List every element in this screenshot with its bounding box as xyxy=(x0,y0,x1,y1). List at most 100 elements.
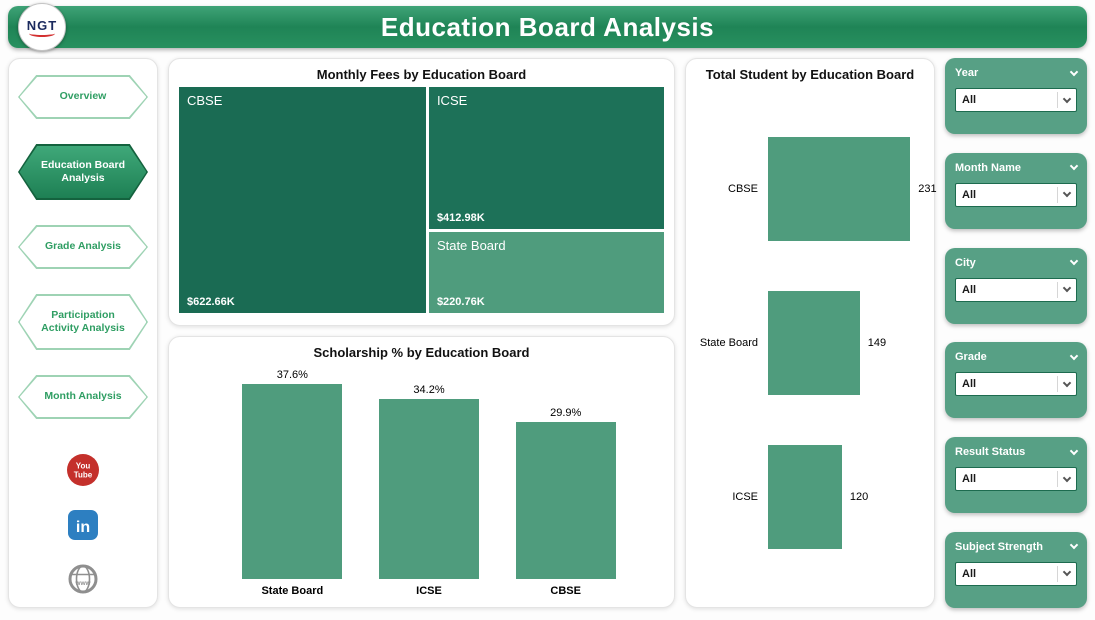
sidebar-item-face: Month Analysis xyxy=(19,376,147,418)
scholarship-bar-chart: 37.6% State Board 34.2% ICSE 29.9% CBSE xyxy=(179,365,664,599)
bar[interactable] xyxy=(242,384,343,579)
treemap-value-label: $220.76K xyxy=(436,296,485,308)
filter-header: Month Name xyxy=(955,161,1079,174)
sidebar-item-label: Overview xyxy=(59,90,107,103)
chevron-down-icon[interactable] xyxy=(1069,351,1079,361)
bar-value-label: 231 xyxy=(918,183,937,195)
filter-selected-value: All xyxy=(962,378,977,391)
filter-label: Grade xyxy=(955,351,987,364)
globe-icon[interactable]: www xyxy=(66,562,100,601)
dropdown-chevron xyxy=(1057,186,1072,203)
filter-panel: Year All Month Name All City All Grade All Resul… xyxy=(945,58,1087,608)
filter-selected-value: All xyxy=(962,473,977,486)
nav-items: Overview Education Board Analysis Grade An… xyxy=(18,75,148,444)
filter-label: Result Status xyxy=(955,446,1026,459)
filter-dropdown-city[interactable]: All xyxy=(955,277,1077,302)
sidebar-item-label: Grade Analysis xyxy=(44,240,122,253)
treemap-label: State Board xyxy=(436,238,506,254)
treemap-region-icse[interactable]: ICSE $412.98K xyxy=(428,87,664,230)
bar-column-state-board: 37.6% State Board xyxy=(224,369,361,599)
sidebar-item-participation-activity-analysis[interactable]: Participation Activity Analysis xyxy=(18,294,148,350)
bar[interactable] xyxy=(379,399,479,579)
dropdown-chevron xyxy=(1057,281,1072,298)
chart-title: Scholarship % by Education Board xyxy=(313,345,530,360)
filter-selected-value: All xyxy=(962,188,977,201)
students-bar-chart: CBSE 231 State Board 149 ICSE 120 xyxy=(698,87,937,599)
sidebar-item-face: Overview xyxy=(19,76,147,118)
sidebar-item-face: Participation Activity Analysis xyxy=(19,295,147,349)
svg-text:You: You xyxy=(76,462,91,471)
bar-track: 120 xyxy=(768,445,922,549)
sidebar-item-overview[interactable]: Overview xyxy=(18,75,148,119)
chevron-down-icon[interactable] xyxy=(1069,162,1079,171)
chart-title: Monthly Fees by Education Board xyxy=(316,67,527,82)
logo-text: NGT xyxy=(26,17,58,33)
treemap-value-label: $622.66K xyxy=(187,296,235,308)
sidebar-item-label: Education Board Analysis xyxy=(40,158,125,184)
header-banner: Education Board Analysis xyxy=(8,6,1087,48)
filter-year: Year All xyxy=(945,58,1087,134)
bar[interactable] xyxy=(768,291,860,395)
sidebar-item-month-analysis[interactable]: Month Analysis xyxy=(18,375,148,419)
filter-header: Grade xyxy=(955,351,1079,364)
bar-plot-area: 37.6% xyxy=(224,369,361,579)
chevron-down-icon xyxy=(1062,568,1072,577)
svg-text:Tube: Tube xyxy=(74,471,93,480)
bar-row-icse: ICSE 120 xyxy=(698,445,922,549)
youtube-icon[interactable]: You Tube xyxy=(65,452,101,493)
filter-label: Month Name xyxy=(955,161,1021,174)
bar-value-label: 29.9% xyxy=(550,407,582,420)
page-title: Education Board Analysis xyxy=(380,11,715,42)
sidebar-item-grade-analysis[interactable]: Grade Analysis xyxy=(18,225,148,269)
chevron-down-icon[interactable] xyxy=(1069,446,1079,455)
chevron-down-icon[interactable] xyxy=(1069,541,1079,550)
filter-dropdown-result-status[interactable]: All xyxy=(955,467,1077,492)
filter-dropdown-year[interactable]: All xyxy=(955,88,1077,112)
treemap-region-cbse[interactable]: CBSE $622.66K xyxy=(179,87,426,313)
chart-title: Total Student by Education Board xyxy=(705,67,915,82)
treemap: CBSE $622.66K ICSE $412.98K State Board … xyxy=(179,87,664,313)
chevron-down-icon[interactable] xyxy=(1069,67,1079,76)
treemap-right-column: ICSE $412.98K State Board $220.76K xyxy=(428,87,664,313)
bar-column-icse: 34.2% ICSE xyxy=(361,369,498,599)
bar[interactable] xyxy=(768,445,842,549)
filter-selected-value: All xyxy=(962,94,977,106)
bar[interactable] xyxy=(768,137,911,241)
middle-column: Monthly Fees by Education Board CBSE $62… xyxy=(168,58,675,608)
chevron-down-icon xyxy=(1062,94,1072,103)
filter-month-name: Month Name All xyxy=(945,152,1087,229)
filter-subject-strength: Subject Strength All xyxy=(945,531,1087,608)
bar-column-cbse: 29.9% CBSE xyxy=(497,369,634,599)
dropdown-chevron xyxy=(1057,376,1072,393)
bar-plot-area: 29.9% xyxy=(497,369,634,579)
linkedin-icon[interactable]: in xyxy=(66,508,100,547)
bar-row-cbse: CBSE 231 xyxy=(698,137,937,241)
chevron-down-icon xyxy=(1062,283,1072,293)
filter-dropdown-month-name[interactable]: All xyxy=(955,182,1077,207)
filter-label: Subject Strength xyxy=(955,540,1044,553)
filter-city: City All xyxy=(945,247,1087,324)
dropdown-chevron xyxy=(1057,565,1072,582)
logo-swoosh xyxy=(29,30,55,37)
filter-header: Subject Strength xyxy=(955,540,1079,553)
chevron-down-icon[interactable] xyxy=(1069,256,1079,266)
chevron-down-icon xyxy=(1062,378,1072,388)
treemap-value-label: $412.98K xyxy=(436,212,485,225)
sidebar-item-face: Grade Analysis xyxy=(19,226,147,268)
bar[interactable] xyxy=(515,422,616,579)
sidebar-item-label: Participation Activity Analysis xyxy=(41,308,125,334)
filter-dropdown-subject-strength[interactable]: All xyxy=(955,561,1077,586)
treemap-region-state-board[interactable]: State Board $220.76K xyxy=(428,232,664,313)
filter-grade: Grade All xyxy=(945,342,1087,419)
social-links: You Tube in www xyxy=(65,452,101,601)
sidebar-item-education-board-analysis[interactable]: Education Board Analysis xyxy=(18,144,148,200)
bar-row-state-board: State Board 149 xyxy=(698,291,922,395)
dropdown-chevron xyxy=(1057,92,1072,108)
filter-header: Year xyxy=(955,67,1079,79)
filter-dropdown-grade[interactable]: All xyxy=(955,372,1077,397)
bar-track: 149 xyxy=(768,291,922,395)
chevron-down-icon xyxy=(1062,473,1072,482)
bar-track: 231 xyxy=(768,137,937,241)
bar-category-label: CBSE xyxy=(728,183,758,195)
filter-selected-value: All xyxy=(962,567,977,580)
